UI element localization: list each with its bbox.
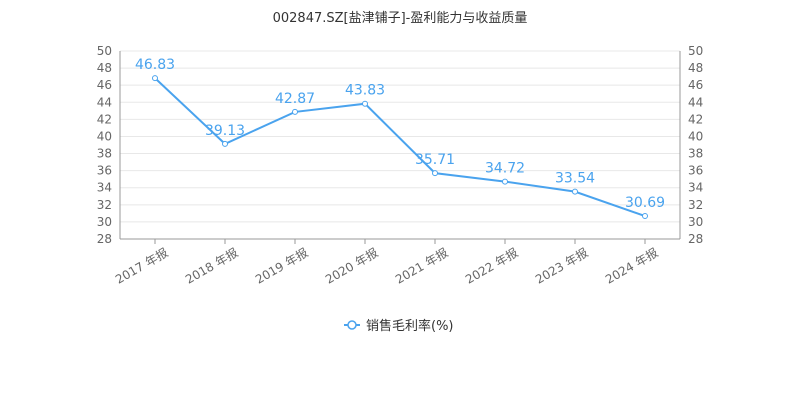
grid-lines [120,50,680,223]
y-tick-label-left: 38 [97,147,112,161]
data-label: 30.69 [625,195,665,211]
data-point[interactable] [152,75,158,82]
y-axis-right-ticks: 28 30 32 34 36 38 40 42 44 46 48 50 [688,44,703,246]
data-point[interactable] [222,140,228,147]
x-tick-label: 2023 年报 [532,245,590,287]
y-tick-label-left: 48 [97,61,112,75]
series-line [154,77,646,217]
data-label: 46.83 [135,57,175,73]
x-axis-ticks: 2017 年报 2018 年报 2019 年报 2020 年报 2021 年报 2022 … [112,245,660,287]
y-tick-label-left: 32 [97,198,112,212]
data-label: 43.83 [345,83,385,99]
y-tick-label-right: 44 [688,95,703,109]
y-axis-left-ticks: 28 30 32 34 36 38 40 42 44 46 48 50 [97,44,112,246]
data-point[interactable] [292,108,298,115]
y-tick-label-right: 36 [688,164,703,178]
legend[interactable]: 销售毛利率(%) [344,318,454,334]
data-label: 42.87 [275,91,315,107]
chart-title: 002847.SZ[盐津铺子]-盈利能力与收益质量 [273,11,528,26]
axes [119,51,681,244]
y-tick-label-right: 30 [688,215,703,229]
y-tick-label-left: 28 [97,232,112,246]
x-tick-label: 2024 年报 [602,245,660,287]
data-point[interactable] [432,170,438,177]
x-tick-label: 2019 年报 [252,245,310,287]
x-tick-label: 2018 年报 [182,245,240,287]
y-tick-label-right: 50 [688,44,703,58]
data-point[interactable] [642,213,648,220]
x-tick-label: 2020 年报 [322,245,380,287]
y-tick-label-right: 28 [688,232,703,246]
data-point[interactable] [502,178,508,185]
y-tick-label-right: 42 [688,112,703,126]
y-tick-label-left: 42 [97,112,112,126]
y-tick-label-left: 36 [97,164,112,178]
y-tick-label-left: 34 [97,181,112,195]
series-layer [152,75,648,220]
x-tick-label: 2022 年报 [462,245,520,287]
data-label: 35.71 [415,152,455,168]
x-tick-label: 2017 年报 [112,245,170,287]
y-tick-label-right: 46 [688,78,703,92]
y-tick-label-left: 44 [97,95,112,109]
y-tick-label-left: 30 [97,215,112,229]
data-point[interactable] [362,100,368,107]
legend-marker-icon [347,320,357,330]
y-tick-label-right: 32 [688,198,703,212]
data-label: 39.13 [205,123,245,139]
data-label: 33.54 [555,171,595,187]
data-point[interactable] [572,188,578,195]
data-label: 34.72 [485,161,525,177]
x-tick-label: 2021 年报 [392,245,450,287]
y-tick-label-right: 38 [688,147,703,161]
y-tick-label-right: 34 [688,181,703,195]
y-tick-label-left: 50 [97,44,112,58]
legend-label: 销售毛利率(%) [366,318,454,334]
data-labels: 46.83 39.13 42.87 43.83 35.71 34.72 33.54 30.69 [135,57,665,211]
y-tick-label-right: 40 [688,129,703,143]
y-tick-label-left: 46 [97,78,112,92]
y-tick-label-right: 48 [688,61,703,75]
y-tick-label-left: 40 [97,129,112,143]
